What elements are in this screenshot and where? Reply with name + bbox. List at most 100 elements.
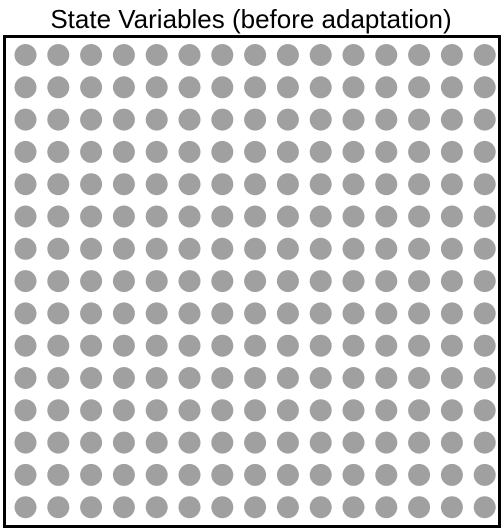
state-variable-dot [80, 76, 103, 99]
state-variable-dot [112, 76, 135, 99]
state-variable-dot [211, 496, 234, 519]
state-variable-dot [473, 44, 496, 66]
state-variable-dot [408, 431, 431, 454]
state-variable-dot [342, 334, 365, 357]
state-variable-dot [440, 237, 463, 260]
state-variable-dot [112, 367, 135, 389]
state-variable-dot [14, 302, 37, 325]
state-variable-dot [145, 367, 168, 389]
state-variable-dot [112, 463, 135, 486]
state-variable-dot [473, 108, 496, 131]
state-variable-dot [47, 496, 70, 519]
state-variable-dot [145, 237, 168, 260]
state-variable-dot [178, 367, 201, 389]
state-variable-dot [440, 270, 463, 293]
state-variable-dot [80, 367, 103, 389]
state-variable-dot [276, 367, 299, 389]
state-variable-dot [211, 140, 234, 163]
state-variable-dot [47, 399, 70, 422]
state-variable-dot [375, 173, 398, 196]
state-variable-dot [145, 463, 168, 486]
state-variable-dot [47, 44, 70, 66]
state-variable-dot [178, 76, 201, 99]
state-variable-dot [80, 302, 103, 325]
state-variable-dot [47, 431, 70, 454]
state-variable-dot [375, 302, 398, 325]
state-variable-dot [309, 367, 332, 389]
state-variable-dot [178, 108, 201, 131]
state-variable-dot [342, 302, 365, 325]
state-variable-dot [80, 496, 103, 519]
state-variable-dot [342, 173, 365, 196]
state-variable-dot [80, 108, 103, 131]
state-variable-dot [309, 302, 332, 325]
state-variable-dot [211, 334, 234, 357]
state-variable-dot [145, 496, 168, 519]
state-variable-dot [14, 108, 37, 131]
state-variable-dot [112, 270, 135, 293]
state-variable-dot [244, 431, 267, 454]
state-variable-dot [440, 173, 463, 196]
state-variable-dot [440, 140, 463, 163]
state-variable-dot [47, 367, 70, 389]
state-variable-dot [211, 108, 234, 131]
state-variable-dot [80, 334, 103, 357]
state-variable-dot [80, 237, 103, 260]
state-variable-dot [178, 334, 201, 357]
state-variable-dot [14, 237, 37, 260]
state-variable-dot [309, 108, 332, 131]
state-variable-dot [309, 76, 332, 99]
state-variable-dot [244, 302, 267, 325]
state-variable-dot [440, 367, 463, 389]
state-variable-dot [473, 496, 496, 519]
state-variable-dot [440, 334, 463, 357]
state-variable-dot [408, 399, 431, 422]
state-variable-dot [473, 205, 496, 228]
state-variable-dot [473, 399, 496, 422]
state-variable-dot [473, 463, 496, 486]
state-variable-dot [112, 140, 135, 163]
state-variable-dot [375, 431, 398, 454]
state-variable-dot [375, 44, 398, 66]
state-variable-dot [211, 205, 234, 228]
state-variable-dot [375, 270, 398, 293]
state-variable-dot [145, 108, 168, 131]
state-variable-dot [473, 334, 496, 357]
state-variable-dot [244, 463, 267, 486]
state-variable-dot [80, 270, 103, 293]
state-variable-dot [178, 140, 201, 163]
state-variable-dot [47, 334, 70, 357]
state-variable-dot [145, 270, 168, 293]
state-variable-dot [473, 431, 496, 454]
state-variable-dot [408, 44, 431, 66]
state-variable-dot [276, 108, 299, 131]
state-variable-dot [473, 140, 496, 163]
state-variable-dots [14, 44, 496, 519]
state-variable-dot [14, 334, 37, 357]
state-variable-dot [145, 431, 168, 454]
state-variable-dot [80, 44, 103, 66]
state-variable-dot [244, 399, 267, 422]
state-variable-dot [211, 302, 234, 325]
state-variable-dot [211, 237, 234, 260]
state-variable-dot [342, 44, 365, 66]
state-variable-dot [309, 173, 332, 196]
state-variable-dot [342, 270, 365, 293]
state-variable-dot [375, 334, 398, 357]
state-variable-dot [178, 431, 201, 454]
state-variable-dot [309, 431, 332, 454]
state-variable-dot [47, 205, 70, 228]
state-variable-dot [211, 431, 234, 454]
state-variable-dot [276, 399, 299, 422]
state-variable-dot [342, 237, 365, 260]
state-variable-dot [440, 463, 463, 486]
state-variable-dot [112, 431, 135, 454]
state-variable-dot [145, 334, 168, 357]
state-variable-dot [112, 173, 135, 196]
state-variable-dot [80, 205, 103, 228]
state-variable-dot [408, 140, 431, 163]
state-variable-dot [178, 173, 201, 196]
state-variable-dot [244, 44, 267, 66]
state-variable-dot [276, 496, 299, 519]
state-variable-dot [375, 108, 398, 131]
